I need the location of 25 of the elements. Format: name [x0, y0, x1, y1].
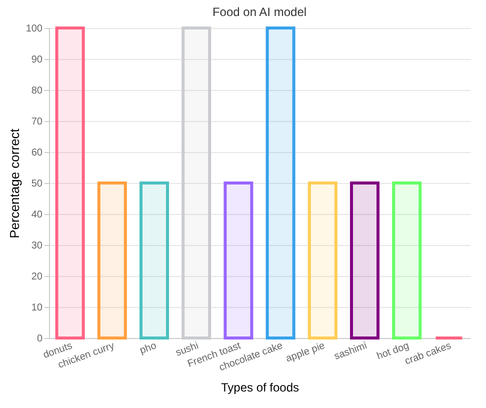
- y-tick-label: 80: [31, 86, 43, 96]
- bar: [266, 26, 296, 340]
- chart-title: Food on AI model: [212, 5, 307, 19]
- bar: [308, 182, 338, 340]
- y-tick-label: 90: [31, 54, 43, 66]
- y-tick-label: 60: [31, 148, 43, 158]
- bar: [97, 182, 127, 340]
- y-tick-label: 40: [31, 210, 43, 220]
- x-tick-label: pho: [138, 340, 158, 357]
- y-tick-label: 10: [31, 302, 43, 314]
- y-axis-title: Percentage correct: [6, 128, 22, 238]
- bar: [350, 182, 380, 340]
- y-tick-label: 70: [31, 116, 43, 128]
- bar: [224, 182, 254, 340]
- y-tick-label: 20: [31, 272, 43, 282]
- bar: [55, 26, 85, 340]
- x-axis-title: Types of foods: [220, 380, 300, 395]
- y-tick-label: 30: [31, 240, 43, 252]
- bar: [139, 182, 170, 340]
- bar: [182, 26, 212, 340]
- y-tick-label: 0: [36, 334, 43, 344]
- y-tick-label: 50: [31, 178, 43, 190]
- bar: [392, 182, 422, 340]
- x-tick-label: apple pie: [284, 340, 327, 365]
- y-tick-label: 100: [26, 24, 43, 34]
